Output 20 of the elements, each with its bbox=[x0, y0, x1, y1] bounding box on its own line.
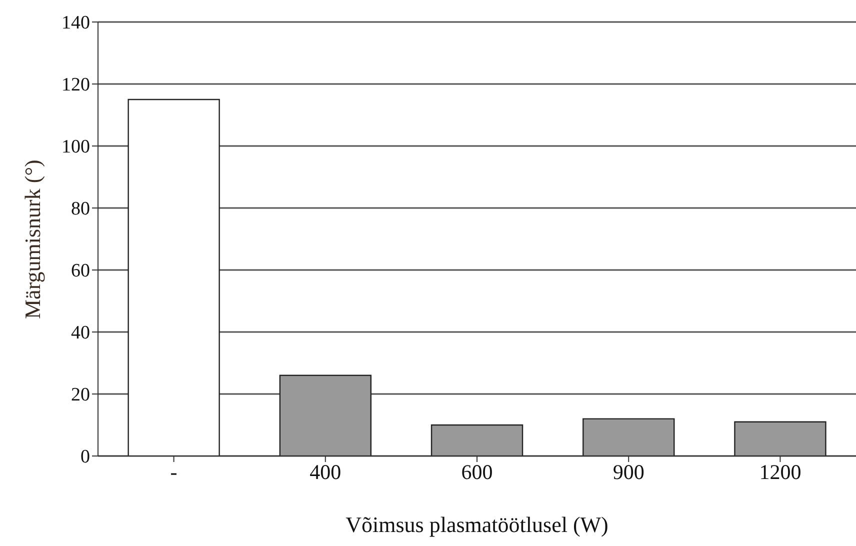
bar bbox=[430, 424, 524, 456]
x-tick-label: 1200 bbox=[759, 460, 802, 484]
bar bbox=[128, 98, 220, 456]
x-tick-label: - bbox=[170, 460, 178, 484]
x-tick-label: 400 bbox=[310, 460, 342, 484]
y-axis-title: Märgumisnurk (°) bbox=[20, 160, 45, 319]
bar bbox=[734, 421, 826, 456]
x-tick-label: 900 bbox=[612, 460, 644, 484]
x-tick-label: 600 bbox=[461, 460, 493, 484]
y-tick-label: 80 bbox=[71, 198, 90, 220]
y-tick-label: 140 bbox=[62, 12, 90, 34]
y-tick-label: 0 bbox=[80, 446, 90, 468]
y-tick-label: 60 bbox=[71, 260, 90, 282]
bar bbox=[582, 418, 675, 456]
y-tick-label: 120 bbox=[62, 74, 90, 96]
y-tick-label: 40 bbox=[71, 322, 90, 344]
x-axis-title: Võimsus plasmatöötlusel (W) bbox=[346, 512, 608, 537]
y-tick-label: 100 bbox=[62, 136, 90, 158]
bar bbox=[279, 374, 372, 456]
y-tick-label: 20 bbox=[71, 384, 90, 406]
